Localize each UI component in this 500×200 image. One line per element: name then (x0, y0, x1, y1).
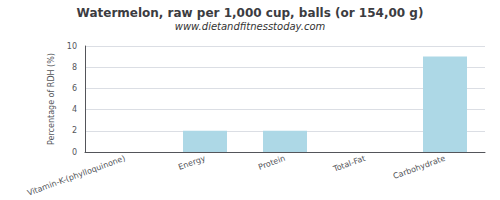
svg-text:4: 4 (72, 105, 77, 114)
svg-text:Vitamin-K-(phylloquinone): Vitamin-K-(phylloquinone) (26, 154, 126, 198)
svg-text:Protein: Protein (257, 154, 286, 172)
svg-text:Percentage of RDH (%): Percentage of RDH (%) (47, 53, 56, 145)
svg-text:Total-Fat: Total-Fat (331, 154, 366, 174)
svg-text:2: 2 (72, 126, 77, 135)
svg-text:Carbohydrate: Carbohydrate (392, 154, 447, 181)
svg-text:Energy: Energy (177, 154, 207, 172)
svg-text:6: 6 (72, 84, 77, 93)
svg-text:Watermelon, raw per 1,000 cup,: Watermelon, raw per 1,000 cup, balls (or… (77, 6, 424, 20)
svg-text:8: 8 (72, 63, 77, 72)
svg-text:www.dietandfitnesstoday.com: www.dietandfitnesstoday.com (175, 21, 326, 32)
svg-text:10: 10 (67, 42, 77, 51)
svg-text:0: 0 (72, 148, 77, 157)
